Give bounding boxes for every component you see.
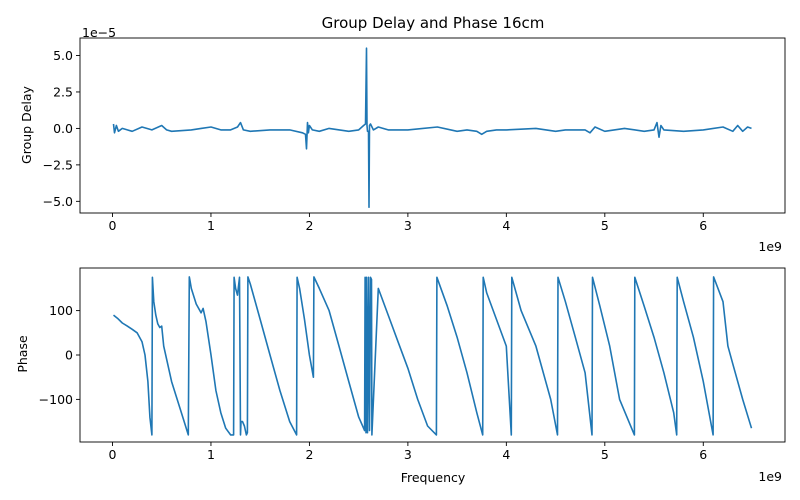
group-delay-y-axis-label: Group Delay (19, 85, 34, 163)
group-delay-x-tick-label: 5 (601, 218, 609, 233)
group-delay-y-tick-label: 0.0 (53, 121, 73, 136)
phase-x-tick-label: 4 (502, 447, 510, 462)
group-delay-x-tick-label: 2 (305, 218, 313, 233)
group-delay-x-tick-label: 0 (109, 218, 117, 233)
group-delay-y-tick-label: −2.5 (43, 157, 73, 172)
group-delay-x-tick-label: 6 (699, 218, 707, 233)
group-delay-y-offset-label: 1e−5 (82, 25, 116, 40)
phase-x-tick-label: 0 (109, 447, 117, 462)
chart-title: Group Delay and Phase 16cm (322, 14, 545, 32)
phase-x-tick-label: 1 (207, 447, 215, 462)
group-delay-x-tick-label: 1 (207, 218, 215, 233)
phase-x-tick-label: 6 (699, 447, 707, 462)
group-delay-plot-frame (79, 37, 786, 214)
phase-x-tick-label: 5 (601, 447, 609, 462)
group-delay-x-tick-label: 4 (502, 218, 510, 233)
phase-y-axis-label: Phase (15, 335, 30, 373)
phase-y-tick-label: 0 (65, 348, 73, 363)
phase-x-tick-label: 2 (305, 447, 313, 462)
group-delay-y-tick-label: 2.5 (53, 84, 73, 99)
phase-panel: Phase Frequency 1e9 0 1 2 3 4 5 6 −100 0 100 (15, 267, 786, 485)
group-delay-x-tick-label: 3 (404, 218, 412, 233)
phase-y-tick-label: 100 (49, 303, 73, 318)
group-delay-series-line (112, 47, 752, 208)
group-delay-panel: Group Delay 1e−5 1e9 0 1 2 3 4 5 6 −5.0 −2.5 0.0 2… (19, 25, 786, 254)
phase-y-tick-label: −100 (39, 392, 73, 407)
phase-plot-frame (79, 267, 786, 443)
group-delay-y-tick-label: −5.0 (43, 194, 73, 209)
phase-x-offset-label: 1e9 (758, 469, 782, 484)
phase-x-tick-label: 3 (404, 447, 412, 462)
phase-series-line (113, 276, 753, 436)
group-delay-x-offset-label: 1e9 (758, 239, 782, 254)
phase-x-axis-label: Frequency (401, 470, 466, 485)
group-delay-y-tick-label: 5.0 (53, 48, 73, 63)
